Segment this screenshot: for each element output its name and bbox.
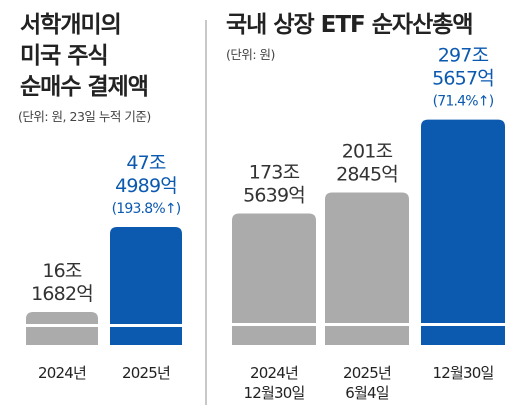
data-label-p0-0-1: 1682억 [31, 283, 93, 305]
category-label-p1-1-0: 2025년 [343, 364, 391, 382]
bar-break-p0-0 [26, 324, 98, 327]
left-title-line-2: 미국 주식 [20, 43, 109, 69]
data-label-p1-2-1: 5657억 [432, 68, 494, 90]
data-label-p0-0-0: 16조 [42, 260, 82, 282]
data-label-p1-0-0: 173조 [249, 162, 300, 184]
bar-break-p1-1 [325, 323, 409, 326]
data-label-p1-2-0: 297조 [438, 45, 489, 67]
right-unit-note: (단위: 원) [226, 47, 275, 62]
left-unit-note: (단위: 원, 23일 누적 기준) [18, 109, 151, 124]
bar-break-p0-1 [110, 324, 182, 327]
panel-divider [205, 20, 207, 405]
category-label-p1-0-0: 2024년 [250, 364, 298, 382]
bar-p1-2 [421, 119, 505, 345]
left-title-line-1: 서학개미의 [20, 12, 122, 38]
bar-p0-1 [110, 227, 182, 345]
category-label-p1-1-1: 6월4일 [345, 384, 389, 402]
bar-p1-0 [232, 213, 316, 345]
category-label-p1-2-0: 12월30일 [433, 364, 494, 382]
data-label-p1-0-1: 5639억 [243, 185, 305, 207]
bar-break-p1-0 [232, 323, 316, 326]
data-label-pct-p1-2: (71.4%↑) [433, 94, 494, 110]
category-label-p0-1-0: 2025년 [122, 364, 170, 382]
data-label-p0-1-0: 47조 [126, 152, 166, 174]
category-label-p0-0-0: 2024년 [38, 364, 86, 382]
data-label-p1-1-1: 2845억 [336, 164, 398, 186]
bar-break-p1-2 [421, 323, 505, 326]
data-label-p0-1-1: 4989억 [115, 175, 177, 197]
bar-p0-0 [26, 312, 98, 345]
left-title-line-3: 순매수 결제액 [20, 74, 149, 100]
data-label-pct-p0-1: (193.8%↑) [112, 201, 181, 217]
data-label-p1-1-0: 201조 [342, 141, 393, 163]
category-label-p1-0-1: 12월30일 [244, 384, 305, 402]
right-title: 국내 상장 ETF 순자산총액 [226, 12, 474, 38]
bar-p1-1 [325, 192, 409, 345]
